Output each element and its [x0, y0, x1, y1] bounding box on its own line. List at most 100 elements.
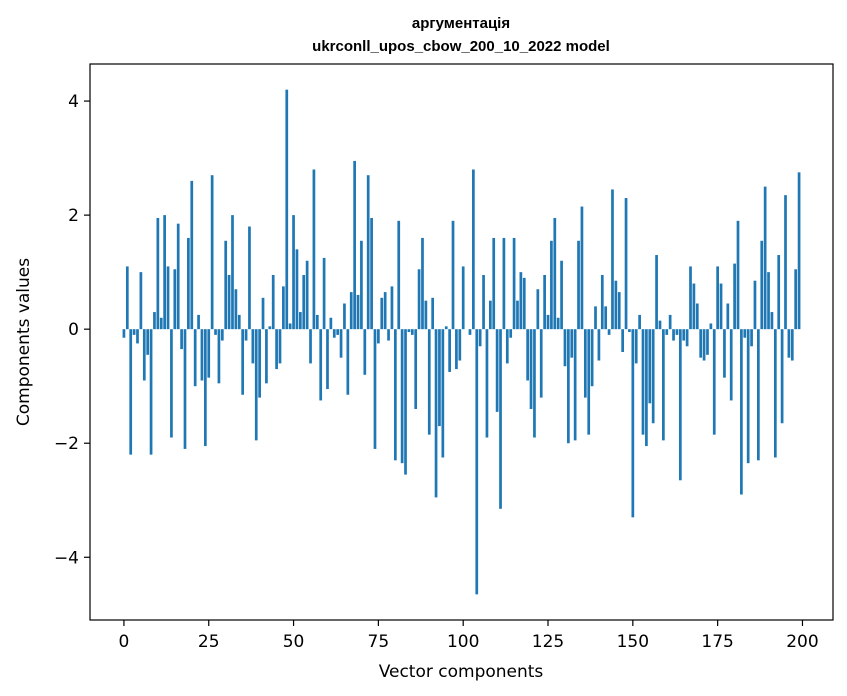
- bar-158: [658, 320, 662, 330]
- bar-64: [339, 329, 343, 358]
- bar-192: [773, 329, 777, 458]
- bar-116: [516, 300, 519, 330]
- bar-41: [261, 297, 265, 330]
- bar-136: [583, 329, 587, 398]
- x-axis-ticks: 0 25 50 75 100 125 150 175 200: [119, 620, 819, 652]
- bar-88: [421, 237, 424, 330]
- bar-76: [380, 297, 384, 330]
- bar-185: [750, 329, 753, 347]
- bar-196: [787, 329, 791, 358]
- y-tick-label: 0: [68, 320, 79, 340]
- bar-85: [410, 329, 414, 335]
- bar-140: [597, 329, 601, 361]
- bar-174: [712, 329, 716, 435]
- bar-12: [163, 215, 166, 330]
- bar-69: [356, 294, 360, 330]
- bar-138: [590, 329, 594, 387]
- bar-177: [723, 329, 726, 378]
- bar-198: [794, 269, 798, 330]
- bar-72: [366, 175, 370, 330]
- bar-163: [675, 329, 679, 335]
- bar-181: [736, 220, 740, 330]
- bar-197: [790, 329, 794, 361]
- bar-175: [716, 266, 719, 330]
- bar-80: [393, 329, 397, 461]
- bar-149: [628, 329, 631, 333]
- bar-107: [485, 329, 489, 438]
- x-tick-label: 25: [198, 632, 220, 652]
- bar-123: [539, 329, 543, 398]
- bar-86: [414, 329, 418, 410]
- bar-45: [275, 329, 278, 370]
- bar-52: [298, 312, 302, 330]
- y-tick-label: −2: [54, 434, 79, 454]
- bar-154: [645, 329, 648, 447]
- x-tick-label: 175: [701, 632, 733, 652]
- bar-170: [699, 329, 703, 358]
- bar-124: [543, 274, 546, 330]
- bar-199: [797, 172, 801, 330]
- bar-159: [662, 329, 665, 441]
- bar-15: [173, 269, 177, 330]
- bar-37: [248, 226, 251, 330]
- bar-95: [444, 326, 448, 330]
- bar-13: [166, 266, 170, 330]
- bar-50: [292, 215, 295, 330]
- bar-117: [519, 272, 523, 330]
- bar-166: [685, 329, 689, 347]
- bar-193: [777, 255, 781, 330]
- bar-series: [122, 89, 801, 595]
- bar-146: [617, 292, 621, 330]
- bar-183: [743, 329, 747, 338]
- bar-121: [533, 329, 536, 438]
- bar-49: [288, 323, 292, 330]
- bar-53: [302, 274, 306, 330]
- bar-39: [254, 329, 258, 441]
- bar-24: [203, 329, 207, 447]
- bar-66: [346, 329, 350, 395]
- bar-165: [682, 329, 686, 341]
- x-tick-label: 100: [447, 632, 479, 652]
- x-axis-label: Vector components: [379, 662, 544, 682]
- bar-16: [176, 223, 180, 330]
- y-tick-label: 4: [68, 92, 79, 112]
- bar-187: [757, 329, 760, 461]
- bar-43: [268, 326, 272, 330]
- bar-91: [431, 297, 435, 330]
- bar-35: [241, 329, 245, 395]
- y-tick-label: −4: [54, 548, 79, 568]
- bar-152: [638, 314, 641, 330]
- bar-58: [319, 329, 323, 401]
- bar-20: [190, 180, 194, 330]
- bar-147: [621, 329, 625, 352]
- x-tick-label: 125: [532, 632, 564, 652]
- bar-151: [634, 329, 638, 364]
- bar-148: [624, 198, 628, 330]
- bar-70: [360, 240, 363, 330]
- bar-25: [207, 329, 211, 378]
- bar-109: [492, 237, 496, 330]
- bar-150: [631, 329, 635, 518]
- x-tick-label: 0: [119, 632, 130, 652]
- bar-26: [210, 175, 214, 330]
- plot-frame: [89, 63, 834, 621]
- bar-5: [139, 272, 143, 330]
- bar-167: [689, 266, 692, 330]
- bar-111: [499, 329, 502, 509]
- bar-67: [349, 292, 353, 330]
- bar-81: [397, 220, 401, 330]
- bar-126: [550, 240, 553, 330]
- bar-132: [570, 329, 574, 358]
- bar-110: [495, 329, 499, 412]
- bar-143: [607, 329, 611, 335]
- bar-122: [536, 289, 540, 330]
- bar-62: [332, 329, 336, 338]
- bar-3: [132, 329, 136, 335]
- bar-189: [763, 186, 767, 330]
- bar-120: [529, 329, 533, 410]
- x-tick-label: 50: [283, 632, 305, 652]
- bar-96: [448, 329, 451, 372]
- bar-93: [438, 329, 441, 427]
- bar-145: [614, 280, 618, 330]
